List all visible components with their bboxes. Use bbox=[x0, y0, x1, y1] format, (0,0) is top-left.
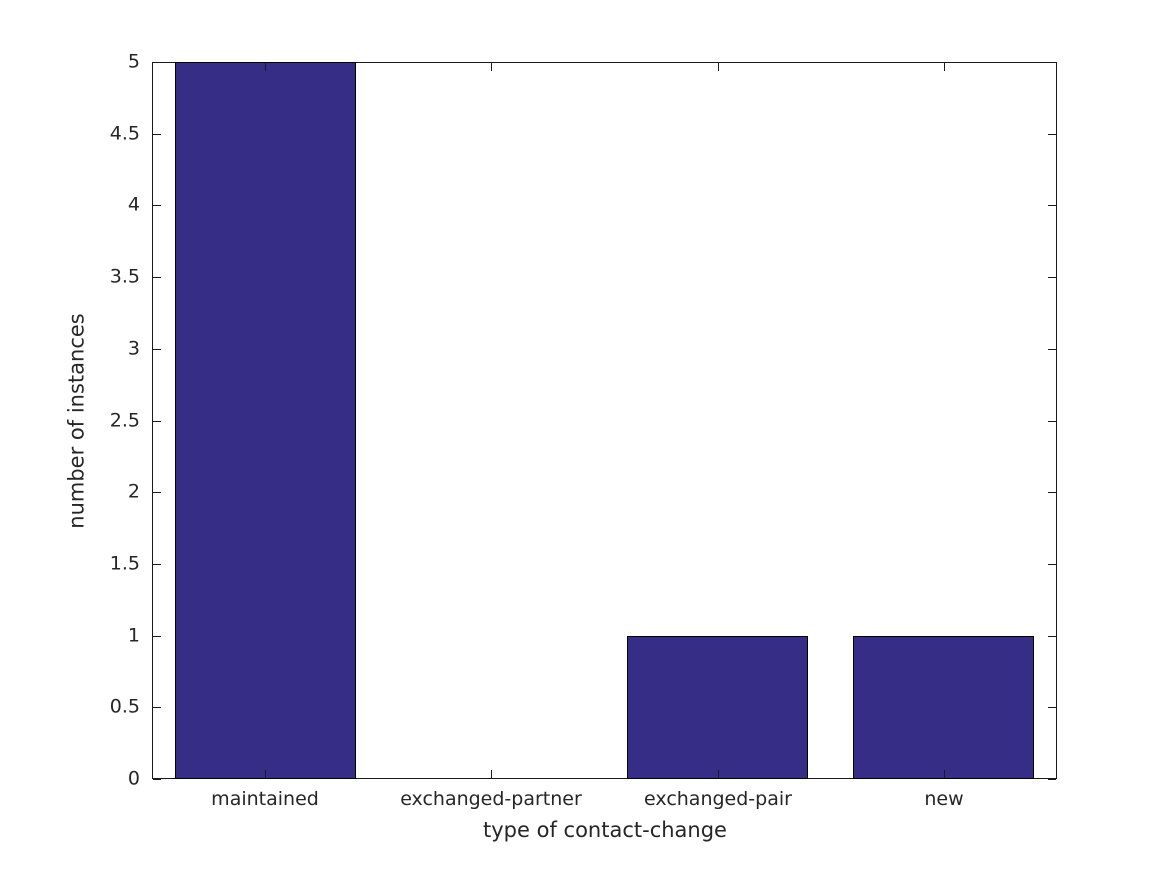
y-tick-right bbox=[1048, 564, 1056, 565]
y-tick-left bbox=[153, 349, 161, 350]
x-tick-label-exchanged-partner: exchanged-partner bbox=[400, 788, 582, 810]
y-tick-left bbox=[153, 492, 161, 493]
y-tick-left bbox=[153, 564, 161, 565]
y-tick-left bbox=[153, 134, 161, 135]
x-tick-bottom bbox=[944, 770, 945, 778]
y-tick-left bbox=[153, 421, 161, 422]
y-tick-right bbox=[1048, 421, 1056, 422]
x-tick-label-maintained: maintained bbox=[211, 788, 319, 810]
y-tick-label: 5 bbox=[127, 50, 140, 73]
bar-maintained bbox=[175, 62, 356, 779]
bar-new bbox=[853, 636, 1034, 779]
y-tick-right bbox=[1048, 349, 1056, 350]
y-tick-left bbox=[153, 779, 161, 780]
y-tick-label: 3 bbox=[127, 337, 140, 360]
x-tick-label-exchanged-pair: exchanged-pair bbox=[644, 788, 792, 810]
y-tick-right bbox=[1048, 636, 1056, 637]
y-tick-right bbox=[1048, 492, 1056, 493]
y-tick-right bbox=[1048, 779, 1056, 780]
y-tick-label: 4 bbox=[127, 193, 140, 216]
y-tick-right bbox=[1048, 62, 1056, 63]
y-tick-label: 2 bbox=[127, 480, 140, 503]
y-tick-left bbox=[153, 277, 161, 278]
x-tick-bottom bbox=[265, 770, 266, 778]
y-tick-label: 0 bbox=[127, 767, 140, 790]
bar-exchanged-pair bbox=[627, 636, 808, 779]
y-tick-right bbox=[1048, 134, 1056, 135]
x-axis-label: type of contact-change bbox=[483, 818, 727, 842]
y-tick-label: 1.5 bbox=[109, 552, 140, 575]
y-tick-label: 1 bbox=[127, 624, 140, 647]
y-tick-label: 4.5 bbox=[109, 122, 140, 145]
y-tick-label: 3.5 bbox=[109, 265, 140, 288]
y-tick-left bbox=[153, 636, 161, 637]
y-tick-left bbox=[153, 205, 161, 206]
y-tick-right bbox=[1048, 707, 1056, 708]
x-tick-top bbox=[944, 63, 945, 71]
x-tick-top bbox=[491, 63, 492, 71]
y-tick-right bbox=[1048, 277, 1056, 278]
y-tick-right bbox=[1048, 205, 1056, 206]
y-tick-left bbox=[153, 707, 161, 708]
x-tick-top bbox=[718, 63, 719, 71]
y-tick-label: 0.5 bbox=[109, 695, 140, 718]
x-tick-bottom bbox=[491, 770, 492, 778]
x-tick-label-new: new bbox=[924, 788, 964, 810]
x-tick-bottom bbox=[718, 770, 719, 778]
y-tick-left bbox=[153, 62, 161, 63]
y-tick-label: 2.5 bbox=[109, 409, 140, 432]
x-tick-top bbox=[265, 63, 266, 71]
